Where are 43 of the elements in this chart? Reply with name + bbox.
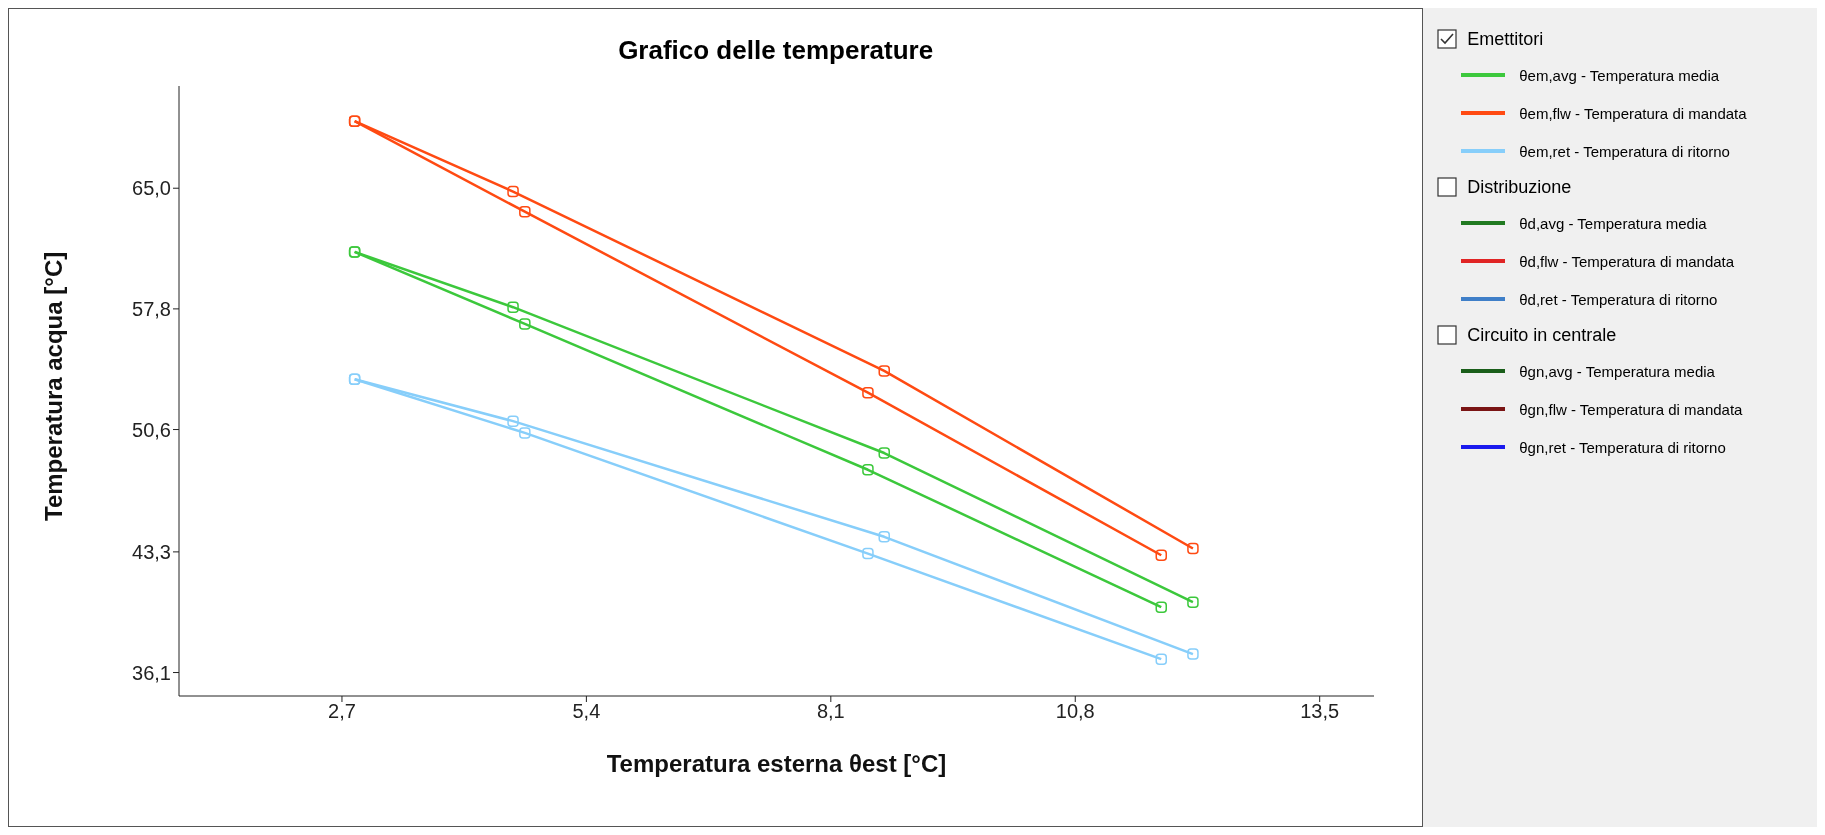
- legend-label: θgn,avg - Temperatura media: [1519, 362, 1715, 380]
- point: [519, 318, 531, 330]
- point: [1155, 549, 1167, 561]
- text: Emettitori: [1467, 28, 1544, 50]
- y-tick-label: 50,6: [132, 418, 171, 441]
- x-tick-label: 5,4: [572, 700, 601, 723]
- x-tick-label: 10,8: [1055, 700, 1095, 723]
- point: [862, 547, 874, 560]
- point: [878, 365, 890, 377]
- legend-label: θem,flw - Temperatura di mandata: [1519, 104, 1747, 122]
- point: [862, 464, 874, 476]
- legend-label: θd,flw - Temperatura di mandata: [1519, 252, 1735, 270]
- y-axis-title: Temperatura acqua [°C]: [39, 251, 67, 521]
- text: Circuito in centrale: [1467, 324, 1617, 346]
- point: [1187, 596, 1199, 608]
- point: [507, 415, 519, 427]
- y-tick-label: 43,3: [132, 540, 171, 563]
- legend-label: θem,avg - Temperatura media: [1519, 66, 1720, 84]
- chart-title: Grafico delle temperature: [617, 34, 935, 66]
- point: [878, 531, 890, 543]
- point: [1187, 542, 1199, 555]
- legend-label: θgn,flw - Temperatura di mandata: [1519, 400, 1743, 418]
- point: [862, 386, 874, 399]
- legend-label: θd,ret - Temperatura di ritorno: [1519, 290, 1718, 308]
- point: [1187, 648, 1199, 660]
- x-axis-title: Temperatura esterna θest [°C]: [606, 750, 947, 777]
- text: Distribuzione: [1467, 176, 1572, 198]
- point: [507, 301, 519, 313]
- x-tick-label: 2,7: [328, 700, 356, 723]
- y-tick-label: 57,8: [132, 297, 171, 320]
- legend-label: θem,ret - Temperatura di ritorno: [1519, 142, 1730, 160]
- y-tick-label: 36,1: [132, 661, 171, 684]
- legend-label: θd,avg - Temperatura media: [1519, 214, 1707, 232]
- x-tick-label: 13,5: [1300, 700, 1340, 723]
- point: [1155, 653, 1167, 665]
- point: [519, 205, 531, 218]
- point: [878, 447, 890, 459]
- point: [1155, 601, 1167, 613]
- legend-label: θgn,ret - Temperatura di ritorno: [1519, 438, 1726, 456]
- point: [507, 185, 519, 198]
- point: [519, 427, 531, 439]
- y-tick-label: 65,0: [132, 177, 171, 200]
- x-tick-label: 8,1: [816, 700, 845, 723]
